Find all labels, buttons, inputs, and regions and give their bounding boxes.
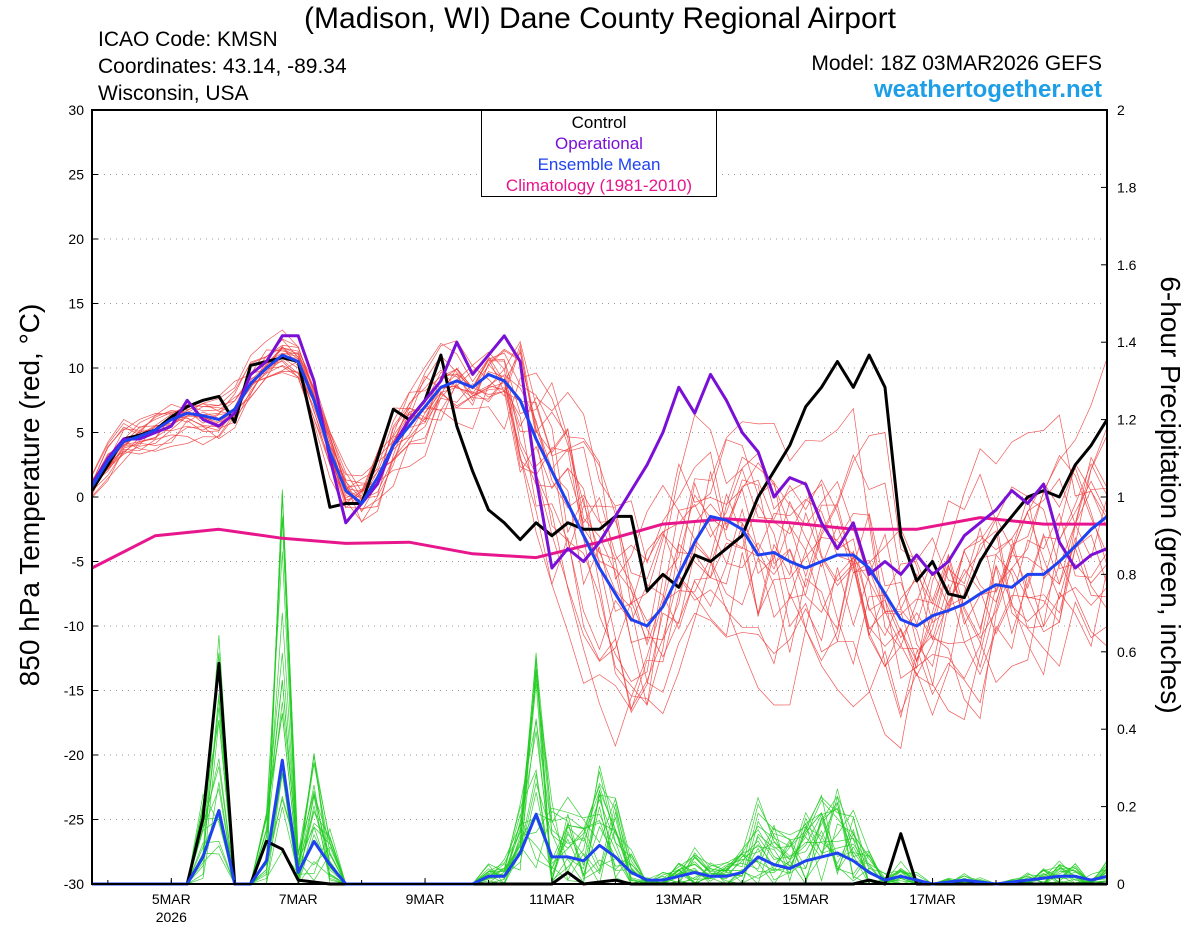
y-tick-label: 5 bbox=[76, 425, 84, 441]
y-axis-label-precipitation: 6-hour Precipitation (green, inches) bbox=[1155, 276, 1186, 714]
ensemble-member-precip-line bbox=[92, 652, 1108, 885]
ensemble-member-temp-line bbox=[91, 357, 1108, 714]
ensemble-member-precip-line bbox=[92, 516, 1108, 885]
ensemble-member-temp-line bbox=[91, 360, 1108, 663]
ensemble-mean-precip-line bbox=[92, 758, 1108, 886]
y-tick-label: 20 bbox=[68, 231, 84, 247]
control-precip-line bbox=[92, 661, 1107, 886]
x-tick-label: 15MAR bbox=[782, 891, 829, 907]
ensemble-member-temp-line bbox=[91, 346, 1108, 637]
ensemble-member-precip-line bbox=[92, 653, 1108, 885]
y2-tick-label: 0.4 bbox=[1117, 721, 1137, 737]
y2-tick-label: 0.6 bbox=[1117, 644, 1137, 660]
ensemble-member-precip-line bbox=[92, 679, 1108, 885]
highlighted-series-lines bbox=[90, 334, 1109, 886]
ensemble-member-precip-line bbox=[92, 652, 1108, 885]
coordinates: Coordinates: 43.14, -89.34 bbox=[98, 55, 347, 78]
x-tick-label: 9MAR bbox=[406, 891, 445, 907]
ensemble-member-precip-line bbox=[92, 518, 1108, 885]
ensemble-member-precip-line bbox=[92, 551, 1108, 885]
legend-entry-operational: Operational bbox=[555, 134, 643, 153]
ensemble-member-precip-line bbox=[92, 612, 1108, 885]
legend-entry-ensemble-mean: Ensemble Mean bbox=[537, 155, 661, 174]
region-label: Wisconsin, USA bbox=[98, 82, 249, 105]
y2-tick-label: 0.2 bbox=[1117, 799, 1137, 815]
operational-temp-line bbox=[90, 334, 1108, 576]
y-tick-label: -30 bbox=[64, 876, 84, 892]
y-tick-label: -25 bbox=[64, 812, 84, 828]
ensemble-member-temp-line bbox=[91, 349, 1108, 680]
y2-tick-label: 1.2 bbox=[1117, 412, 1137, 428]
ensemble-member-temp-line bbox=[91, 348, 1108, 684]
ensemble-member-temp-line bbox=[91, 366, 1108, 676]
y-tick-label: 10 bbox=[68, 360, 84, 376]
site-link[interactable]: weathertogether.net bbox=[873, 76, 1102, 103]
x-tick-year: 2026 bbox=[156, 909, 187, 925]
right-axis-ticks: 2 1.8 1.6 1.4 1.2 1 0.8 0.6 0.4 0.2 0 bbox=[1101, 102, 1137, 892]
ensemble-member-temp-line bbox=[91, 343, 1108, 639]
y-tick-label: -20 bbox=[64, 747, 84, 763]
y-axis-label-temperature: 850 hPa Temperature (red, °C) bbox=[14, 303, 45, 687]
ensemble-member-precip-line bbox=[92, 772, 1108, 885]
x-tick-label: 13MAR bbox=[655, 891, 702, 907]
ensemble-member-precip-line bbox=[92, 652, 1108, 885]
x-axis-ticks: 5MAR 2026 7MAR 9MAR 11MAR 13MAR 15MAR 17MAR 19MA… bbox=[107, 878, 1083, 925]
x-tick-label: 19MAR bbox=[1036, 891, 1083, 907]
model-run-label: Model: 18Z 03MAR2026 GEFS bbox=[811, 52, 1102, 75]
x-tick-label: 7MAR bbox=[279, 891, 318, 907]
icao-code: ICAO Code: KMSN bbox=[98, 28, 278, 51]
x-tick-label: 11MAR bbox=[529, 891, 575, 907]
ensemble-member-temp-line bbox=[91, 363, 1108, 748]
y-tick-label: -15 bbox=[64, 683, 84, 699]
y-tick-label: 25 bbox=[68, 167, 84, 183]
control-temp-line bbox=[90, 353, 1109, 600]
y2-tick-label: 1.4 bbox=[1117, 334, 1137, 350]
ensemble-mean-temp-line bbox=[90, 353, 1108, 628]
y-tick-label: -5 bbox=[72, 554, 85, 570]
ensemble-member-precip-line bbox=[92, 712, 1108, 885]
y-tick-label: -10 bbox=[64, 618, 84, 634]
y2-tick-label: 0.8 bbox=[1117, 566, 1137, 582]
y2-tick-label: 1.6 bbox=[1117, 257, 1137, 273]
y2-tick-label: 0 bbox=[1117, 876, 1125, 892]
x-tick-label: 17MAR bbox=[909, 891, 956, 907]
y-tick-label: 15 bbox=[68, 296, 84, 312]
ensemble-member-temp-line bbox=[91, 329, 1108, 706]
x-tick-label: 5MAR bbox=[152, 891, 191, 907]
ensemble-member-temp-line bbox=[91, 358, 1108, 720]
left-axis-ticks: 30 25 20 15 10 5 0 -5 -10 -15 -20 -25 -30 bbox=[64, 102, 98, 892]
legend-entry-control: Control bbox=[571, 113, 627, 132]
legend-entry-climatology: Climatology (1981-2010) bbox=[505, 176, 693, 195]
y-tick-label: 0 bbox=[76, 489, 84, 505]
y-tick-label: 30 bbox=[68, 102, 84, 118]
y2-tick-label: 1.8 bbox=[1117, 179, 1137, 195]
legend: Control Operational Ensemble Mean Climat… bbox=[481, 110, 717, 197]
y2-tick-label: 1 bbox=[1117, 489, 1125, 505]
y2-tick-label: 2 bbox=[1117, 102, 1125, 118]
chart-title: (Madison, WI) Dane County Regional Airpo… bbox=[304, 2, 896, 35]
ensemble-member-precip-line bbox=[92, 701, 1108, 885]
ensemble-member-temp-line bbox=[91, 342, 1108, 721]
ensemble-member-temp-line bbox=[91, 338, 1108, 668]
